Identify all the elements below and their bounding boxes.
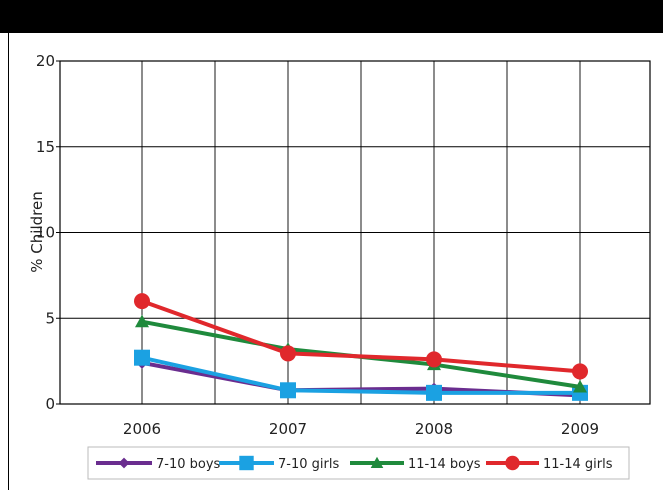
- y-tick-label: 15: [36, 138, 55, 156]
- y-axis-label: % Children: [28, 191, 46, 272]
- triangle-marker: [370, 456, 384, 469]
- legend-label: 11-14 boys: [408, 457, 481, 472]
- y-tick-label: 0: [45, 395, 55, 413]
- circle-marker: [426, 351, 442, 368]
- circle-marker: [134, 293, 150, 310]
- x-tick-label: 2006: [123, 420, 161, 438]
- legend-item: 11-14 girls: [486, 455, 613, 472]
- square-marker: [280, 382, 296, 399]
- series-line: [141, 355, 580, 395]
- legend-label: 7-10 boys: [156, 457, 221, 472]
- triangle-marker: [135, 314, 149, 328]
- triangle-marker: [573, 379, 587, 393]
- y-axis: 0 5 10 15 20: [36, 52, 60, 413]
- x-tick-label: 2009: [561, 420, 599, 438]
- y-tick-label: 10: [36, 224, 55, 242]
- left-border-line: [8, 33, 9, 490]
- grid-lines: [60, 61, 650, 404]
- legend-item: 7-10 boys: [96, 457, 221, 472]
- circle-marker: [572, 363, 588, 380]
- header-bar: [0, 0, 663, 33]
- square-marker: [239, 455, 254, 471]
- square-marker: [134, 349, 150, 366]
- series-11-14-girls: [134, 293, 588, 380]
- y-tick-label: 5: [45, 309, 55, 327]
- circle-marker: [505, 455, 520, 471]
- x-tick-label: 2007: [269, 420, 307, 438]
- legend: 7-10 boys 7-10 girls 11-14 boys 11-14 girls: [87, 446, 630, 480]
- legend-label: 7-10 girls: [278, 457, 339, 472]
- y-tick-label: 20: [36, 52, 55, 70]
- diamond-marker: [118, 457, 130, 469]
- x-tick-label: 2008: [415, 420, 453, 438]
- series-group: [134, 293, 588, 402]
- x-axis: 2006 2007 2008 2009: [123, 420, 599, 438]
- legend-item: 11-14 boys: [350, 456, 481, 472]
- square-marker: [426, 384, 442, 401]
- legend-item: 7-10 girls: [219, 455, 339, 472]
- circle-marker: [280, 345, 296, 362]
- series-line: [141, 299, 581, 374]
- legend-label: 11-14 girls: [543, 457, 613, 472]
